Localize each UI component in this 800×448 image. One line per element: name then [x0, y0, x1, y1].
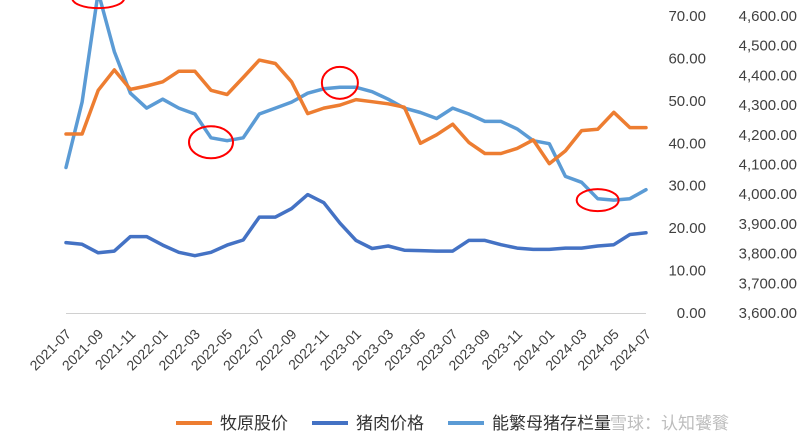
x-axis-ticks: 2021-072021-092021-112022-012022-032022-…: [26, 326, 654, 374]
right-tick-label: 4,400.00: [739, 67, 797, 84]
series-group: [64, 0, 648, 258]
right-tick-label: 3,600.00: [739, 305, 797, 322]
annotation-ellipse: [320, 65, 359, 100]
annotation-group: [71, 0, 620, 213]
left-tick-label: 30.00: [668, 178, 706, 195]
series-line-2: [64, 0, 648, 202]
left-tick-label: 0.00: [677, 305, 706, 322]
right-tick-label: 4,300.00: [739, 97, 797, 114]
left-tick-label: 10.00: [668, 263, 706, 280]
series-line-1: [64, 192, 648, 258]
series-line-0: [64, 58, 648, 166]
legend: 牧原股价 猪肉价格 能繁母猪存栏量: [176, 414, 611, 434]
left-axis-ticks: 0.00 10.00 20.00 30.00 40.00 50.00 60.00 70.00: [668, 8, 706, 322]
legend-label-muyuan: 牧原股价: [220, 414, 288, 434]
annotation-ellipse: [71, 0, 125, 10]
right-axis-ticks: 3,600.00 3,700.00 3,800.00 3,900.00 4,000.00…: [739, 8, 797, 322]
right-tick-label: 4,000.00: [739, 186, 797, 203]
right-tick-label: 4,500.00: [739, 38, 797, 55]
left-tick-label: 50.00: [668, 93, 706, 110]
right-tick-label: 4,200.00: [739, 127, 797, 144]
annotation-ellipse: [575, 188, 620, 213]
right-tick-label: 4,100.00: [739, 157, 797, 174]
right-tick-label: 3,700.00: [739, 275, 797, 292]
right-tick-label: 3,800.00: [739, 246, 797, 263]
left-tick-label: 70.00: [668, 8, 706, 25]
left-tick-label: 20.00: [668, 220, 706, 237]
right-tick-label: 3,900.00: [739, 216, 797, 233]
left-tick-label: 40.00: [668, 135, 706, 152]
legend-label-sow-inventory: 能繁母猪存栏量: [492, 414, 611, 434]
watermark-text: 雪球：认知饕餮: [610, 414, 729, 434]
right-tick-label: 4,600.00: [739, 8, 797, 25]
legend-label-pork-price: 猪肉价格: [356, 414, 424, 434]
annotation-ellipse: [188, 125, 234, 160]
left-tick-label: 60.00: [668, 50, 706, 67]
